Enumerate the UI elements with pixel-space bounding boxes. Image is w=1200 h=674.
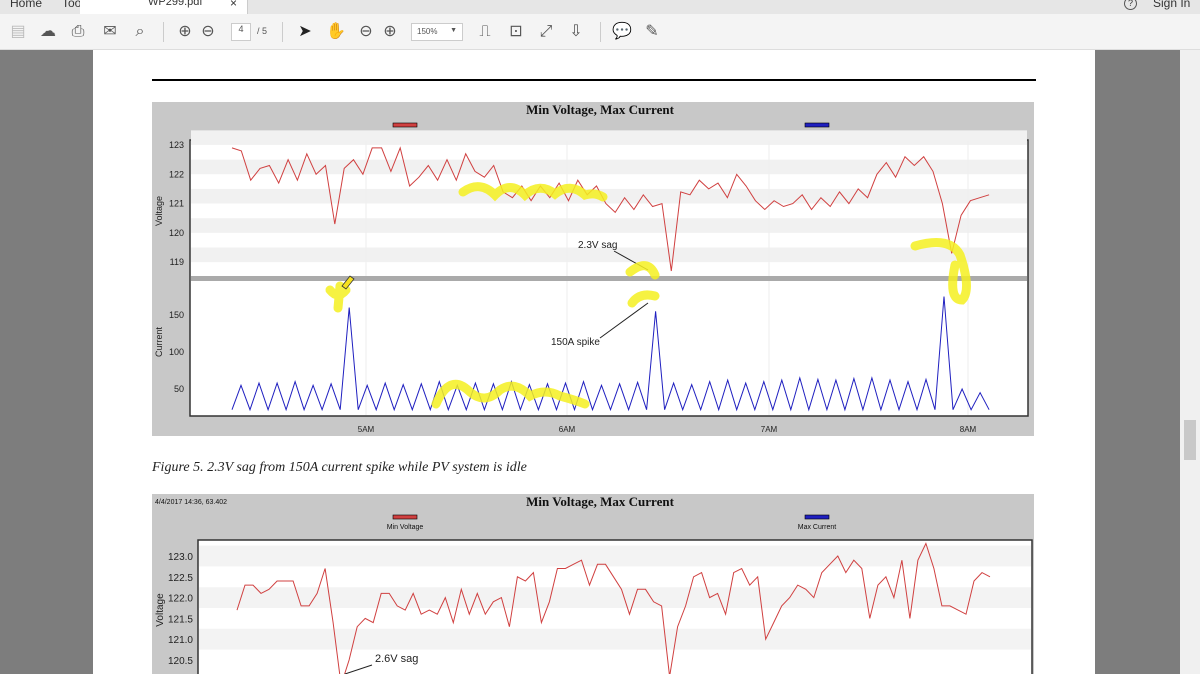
select-arrow-icon[interactable]: ➤	[298, 23, 312, 40]
voltage-series-line	[236, 542, 991, 674]
x-tick-label: 7AM	[761, 425, 778, 434]
tab-document[interactable]: WP299.pdf ×	[80, 0, 248, 14]
zoom-select[interactable]: 150% ▼	[411, 23, 463, 41]
y-tick-label: 119	[170, 257, 184, 267]
y-tick-label: 121.0	[168, 635, 193, 646]
current-series-line	[231, 296, 990, 412]
annotation-pointer	[599, 302, 649, 339]
figure-caption: Figure 5. 2.3V sag from 150A current spi…	[152, 460, 527, 475]
annotation-label: 2.3V sag	[578, 240, 617, 251]
y-tick-label: 150	[169, 310, 184, 320]
y-tick-label: 100	[169, 347, 184, 357]
page-down-icon[interactable]: ⊖	[201, 23, 215, 40]
chart-title: Min Voltage, Max Current	[526, 494, 674, 509]
y-tick-label: 121	[169, 199, 184, 209]
x-tick-label: 6AM	[559, 425, 576, 434]
document-tab-label: WP299.pdf	[148, 0, 203, 8]
tab-tools[interactable]: Tools	[62, 0, 91, 10]
x-tick-label: 8AM	[960, 425, 977, 434]
legend-swatch	[804, 122, 830, 128]
legend-label: Min Voltage	[387, 524, 424, 531]
legend-swatch	[392, 122, 418, 128]
upload-icon[interactable]: ☁	[40, 23, 56, 40]
hand-icon[interactable]: ✋	[326, 23, 346, 40]
separator	[282, 22, 283, 42]
page-total: / 5	[257, 26, 268, 36]
y-tick-label: 123	[169, 140, 184, 150]
y-tick-label: 122	[169, 169, 184, 179]
save-icon[interactable]: ▤	[10, 23, 26, 40]
pen-icon[interactable]: ✎	[645, 23, 659, 40]
annotation-label: 150A spike	[551, 337, 600, 348]
y-tick-label: 122.0	[168, 594, 193, 605]
tab-home[interactable]: Home	[10, 0, 43, 10]
help-icon[interactable]: ?	[1124, 0, 1137, 10]
scrollbar-thumb[interactable]	[1184, 420, 1196, 460]
grid-band	[191, 159, 1027, 175]
chevron-down-icon: ▼	[450, 27, 457, 34]
y-tick-label: 120	[169, 228, 184, 238]
grid-band	[191, 130, 1027, 145]
search-icon[interactable]: ⌕	[135, 23, 145, 40]
fullscreen-icon[interactable]: ⤢	[539, 23, 553, 40]
comment-icon[interactable]: 💬	[612, 23, 632, 40]
sign-in-link[interactable]: Sign In	[1153, 0, 1191, 10]
highlight-mark	[625, 261, 660, 308]
highlight-mark	[431, 379, 590, 409]
pencil-cursor-icon	[341, 275, 355, 290]
tab-bar: Home Tools WP299.pdf × ? Sign In	[0, 0, 1200, 14]
close-tab-icon[interactable]: ×	[230, 0, 238, 10]
legend-label: Max Current	[798, 524, 837, 531]
legend-swatch	[804, 514, 830, 520]
y-tick-label: 121.5	[168, 614, 193, 625]
grid-band	[191, 247, 1027, 263]
y-tick-label: 50	[174, 384, 184, 394]
highlight-mark	[910, 238, 971, 305]
y-tick-label: 123.0	[168, 552, 193, 563]
x-tick-label: 5AM	[358, 425, 375, 434]
separator	[163, 22, 164, 42]
zoom-in-icon[interactable]: ⊕	[383, 23, 397, 40]
chart-title: Min Voltage, Max Current	[526, 102, 674, 117]
grid-band	[191, 218, 1027, 233]
grid-band	[191, 188, 1027, 204]
page-number-input[interactable]: 4	[231, 23, 251, 41]
y-axis-label: Voltage	[155, 593, 166, 627]
annotation-label: 2.6V sag	[375, 653, 418, 665]
vertical-scrollbar[interactable]	[1180, 50, 1200, 674]
voltage-series-line	[231, 146, 990, 272]
toolbar: ▤ ☁ ⎙ ✉ ⌕ ⊕ ⊖ 4 / 5 ➤ ✋ ⊖ ⊕ 150% ▼ ⎍ ⊡ ⤢ …	[0, 14, 1200, 50]
mail-icon[interactable]: ✉	[103, 23, 117, 40]
y-axis-label: Current	[154, 326, 164, 357]
annotation-pointer	[344, 664, 373, 674]
grid-band	[199, 628, 1031, 650]
grid-band	[199, 545, 1031, 567]
y-tick-label: 122.5	[168, 573, 193, 584]
zoom-value: 150%	[417, 27, 438, 36]
highlight-mark	[458, 182, 608, 202]
chart-timestamp: 4/4/2017 14:36, 63.402	[155, 499, 227, 506]
separator	[600, 22, 601, 42]
legend-swatch	[392, 514, 418, 520]
y-axis-label: Voltage	[154, 196, 164, 226]
fit-page-icon[interactable]: ⎍	[479, 23, 491, 40]
scroll-mode-icon[interactable]: ⇩	[569, 23, 583, 40]
highlight-mark	[325, 281, 351, 313]
page-up-icon[interactable]: ⊕	[178, 23, 192, 40]
rotate-icon[interactable]: ⊡	[509, 23, 523, 40]
print-icon[interactable]: ⎙	[71, 23, 85, 40]
zoom-out-icon[interactable]: ⊖	[359, 23, 373, 40]
panel-divider	[191, 276, 1027, 281]
y-tick-label: 120.5	[168, 656, 193, 667]
grid-band	[199, 587, 1031, 608]
